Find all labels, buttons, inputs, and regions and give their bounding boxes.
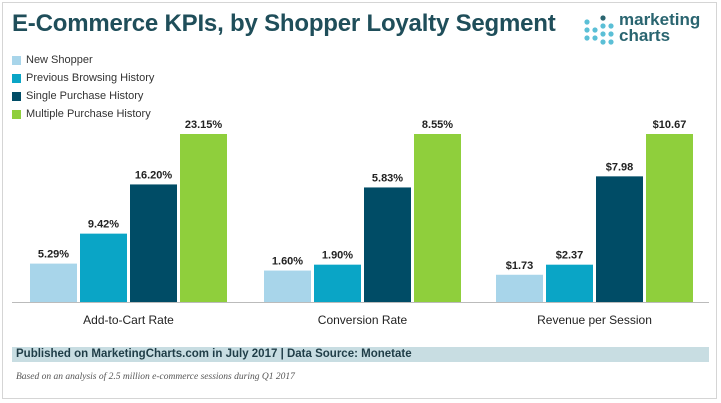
category-label: Add-to-Cart Rate	[83, 313, 174, 327]
data-label: $10.67	[653, 119, 687, 131]
chart-frame	[2, 2, 717, 399]
footer-source-text: Published on MarketingCharts.com in July…	[16, 348, 412, 360]
data-label: 8.55%	[422, 119, 453, 131]
bar	[496, 274, 543, 302]
data-label: 5.29%	[38, 249, 69, 261]
logo-dots-icon	[584, 15, 614, 45]
logo-text-line2: charts	[619, 26, 671, 45]
legend-label: Single Purchase History	[26, 90, 144, 102]
bar	[414, 134, 461, 302]
bar	[130, 184, 177, 302]
legend-item-previous-browsing: Previous Browsing History	[12, 69, 154, 87]
bar	[596, 176, 643, 302]
data-label: $7.98	[606, 161, 634, 173]
category-label: Revenue per Session	[537, 313, 652, 327]
marketingcharts-logo: marketing charts	[583, 10, 713, 52]
bar	[180, 134, 227, 302]
bar	[264, 270, 311, 302]
logo-text-line1: marketing	[619, 10, 701, 29]
bar	[80, 233, 127, 302]
legend-swatch	[12, 55, 21, 65]
data-label: 5.83%	[372, 172, 403, 184]
bar	[364, 187, 411, 302]
legend-swatch	[12, 73, 21, 83]
data-label: 16.20%	[135, 169, 173, 181]
footer-source-bar: Published on MarketingCharts.com in July…	[12, 347, 709, 362]
legend-label: New Shopper	[26, 54, 93, 66]
data-label: 23.15%	[185, 119, 223, 131]
data-label: $2.37	[556, 250, 584, 262]
footnote-text: Based on an analysis of 2.5 million e-co…	[16, 372, 295, 382]
legend-swatch	[12, 91, 21, 101]
data-label: $1.73	[506, 260, 534, 272]
data-label: 1.90%	[322, 250, 353, 262]
bar	[30, 263, 77, 302]
legend-label: Previous Browsing History	[26, 72, 155, 84]
legend-label: Multiple Purchase History	[26, 108, 151, 120]
logo-text: marketing charts	[619, 10, 701, 45]
bar	[646, 134, 693, 302]
data-label: 9.42%	[88, 219, 119, 231]
legend-item-multiple-purchase: Multiple Purchase History	[12, 105, 154, 123]
bar	[314, 264, 361, 302]
chart-title: E-Commerce KPIs, by Shopper Loyalty Segm…	[12, 10, 556, 37]
data-label: 1.60%	[272, 256, 303, 268]
legend-item-new-shopper: New Shopper	[12, 51, 154, 69]
chart-legend: New Shopper Previous Browsing History Si…	[12, 51, 154, 123]
bar	[546, 264, 593, 302]
category-label: Conversion Rate	[318, 313, 408, 327]
legend-swatch	[12, 109, 21, 119]
legend-item-single-purchase: Single Purchase History	[12, 87, 154, 105]
